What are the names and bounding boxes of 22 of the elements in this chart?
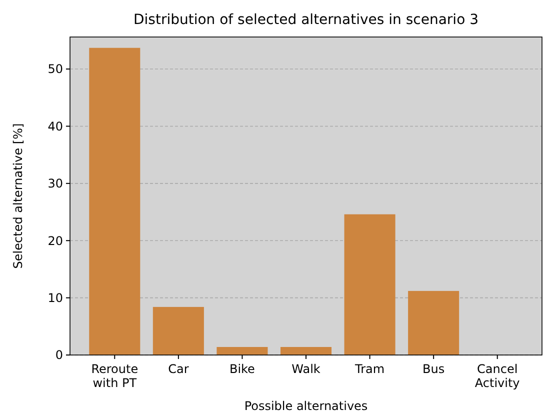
y-axis-title: Selected alternative [%] — [11, 123, 25, 269]
bar — [89, 48, 140, 355]
x-tick-label: Bike — [229, 362, 255, 376]
y-tick-label: 0 — [55, 348, 63, 362]
bar — [280, 346, 332, 355]
bar — [344, 214, 396, 355]
x-tick-label: Car — [168, 362, 189, 376]
chart-title: Distribution of selected alternatives in scenario 3 — [133, 12, 479, 28]
x-tick-label: Bus — [422, 362, 445, 376]
y-tick-label: 20 — [48, 234, 63, 248]
x-tick-label: Walk — [292, 362, 320, 376]
bar — [216, 346, 268, 355]
y-tick-label: 30 — [48, 176, 63, 191]
y-tick-label: 10 — [48, 291, 63, 306]
y-tick-label: 40 — [48, 119, 63, 134]
bar — [408, 290, 460, 355]
y-tick-label: 50 — [48, 62, 63, 76]
x-tick-label: Cancel Activity — [474, 362, 520, 390]
x-tick-label: Reroute with PT — [91, 362, 138, 390]
x-axis-title: Possible alternatives — [244, 399, 368, 413]
bar — [152, 306, 204, 355]
x-tick-label: Tram — [354, 362, 385, 376]
